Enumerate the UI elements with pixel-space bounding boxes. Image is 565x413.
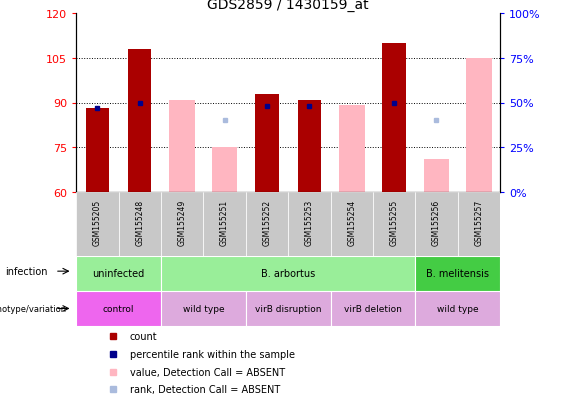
Bar [76, 291, 161, 326]
Text: GSM155252: GSM155252 [263, 200, 271, 246]
Bar [458, 192, 500, 256]
Bar [161, 291, 246, 326]
Text: value, Detection Call = ABSENT: value, Detection Call = ABSENT [130, 367, 285, 377]
Text: GSM155254: GSM155254 [347, 200, 356, 246]
Bar [161, 256, 415, 291]
Bar [76, 256, 161, 291]
Bar [415, 291, 500, 326]
Bar [383, 44, 406, 192]
Text: virB disruption: virB disruption [255, 304, 321, 313]
Bar [415, 192, 458, 256]
Text: uninfected: uninfected [93, 268, 145, 279]
Text: GSM155249: GSM155249 [178, 200, 186, 246]
Bar [212, 147, 237, 192]
Bar [466, 59, 492, 192]
Text: GSM155251: GSM155251 [220, 200, 229, 246]
Bar [331, 291, 415, 326]
Bar [161, 192, 203, 256]
Text: rank, Detection Call = ABSENT: rank, Detection Call = ABSENT [130, 384, 280, 394]
Text: control: control [103, 304, 134, 313]
Text: percentile rank within the sample: percentile rank within the sample [130, 349, 295, 359]
Text: GSM155257: GSM155257 [475, 200, 483, 246]
Bar [246, 291, 331, 326]
Bar [424, 159, 449, 192]
Title: GDS2859 / 1430159_at: GDS2859 / 1430159_at [207, 0, 369, 12]
Text: infection: infection [6, 266, 48, 276]
Text: virB deletion: virB deletion [344, 304, 402, 313]
Bar [128, 50, 151, 192]
Bar [373, 192, 415, 256]
Text: GSM155205: GSM155205 [93, 200, 102, 246]
Text: B. arbortus: B. arbortus [261, 268, 315, 279]
Text: wild type: wild type [437, 304, 479, 313]
Bar [255, 95, 279, 192]
Bar [246, 192, 288, 256]
Bar [170, 100, 195, 192]
Bar [86, 109, 109, 192]
Text: count: count [130, 332, 158, 342]
Text: GSM155248: GSM155248 [136, 200, 144, 246]
Bar [415, 256, 500, 291]
Text: wild type: wild type [182, 304, 224, 313]
Text: GSM155256: GSM155256 [432, 200, 441, 246]
Bar [331, 192, 373, 256]
Text: GSM155253: GSM155253 [305, 200, 314, 246]
Bar [339, 106, 364, 192]
Bar [288, 192, 331, 256]
Text: genotype/variation: genotype/variation [0, 304, 67, 313]
Text: B. melitensis: B. melitensis [426, 268, 489, 279]
Bar [119, 192, 161, 256]
Bar [298, 100, 321, 192]
Text: GSM155255: GSM155255 [390, 200, 398, 246]
Bar [203, 192, 246, 256]
Bar [76, 192, 119, 256]
